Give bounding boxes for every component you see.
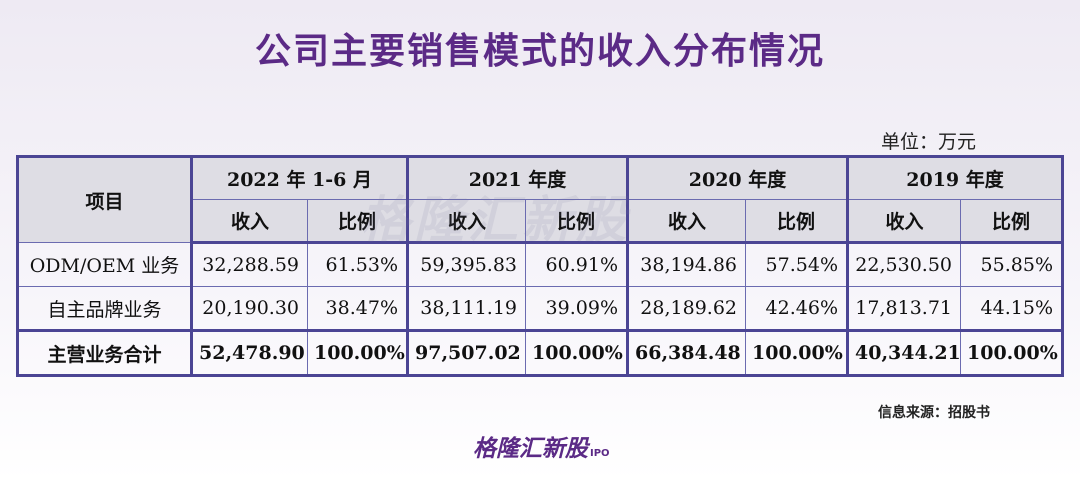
ratio-cell: 100.00%	[525, 329, 628, 376]
ratio-cell: 38.47%	[307, 286, 408, 331]
revenue-subheader: 收入	[626, 199, 746, 244]
period-header: 2019 年度	[846, 156, 1063, 200]
table-row: ODM/OEM 业务 32,288.59 61.53% 59,395.83 60…	[17, 242, 1063, 287]
revenue-cell: 40,344.21	[846, 329, 961, 376]
revenue-cell: 22,530.50	[846, 242, 961, 287]
table-total-row: 主营业务合计 52,478.90 100.00% 97,507.02 100.0…	[17, 329, 1063, 376]
ratio-cell: 100.00%	[307, 329, 408, 376]
revenue-cell: 32,288.59	[190, 242, 308, 287]
revenue-subheader: 收入	[190, 199, 308, 244]
revenue-cell: 97,507.02	[406, 329, 526, 376]
ratio-subheader: 比例	[960, 199, 1063, 244]
ratio-subheader: 比例	[525, 199, 628, 244]
ratio-cell: 57.54%	[745, 242, 848, 287]
revenue-cell: 38,194.86	[626, 242, 746, 287]
source-note: 信息来源：招股书	[878, 405, 990, 421]
page-title: 公司主要销售模式的收入分布情况	[254, 31, 825, 72]
ratio-cell: 100.00%	[745, 329, 848, 376]
item-header: 项目	[17, 156, 192, 243]
logo-text: 格隆汇新股	[473, 436, 588, 462]
period-header: 2021 年度	[406, 156, 628, 200]
revenue-cell: 20,190.30	[190, 286, 308, 331]
ratio-cell: 61.53%	[307, 242, 408, 287]
revenue-cell: 17,813.71	[846, 286, 961, 331]
revenue-cell: 59,395.83	[406, 242, 526, 287]
revenue-table: 项目 2022 年 1-6 月 2021 年度 2020 年度 2019 年度 …	[16, 155, 1064, 377]
revenue-cell: 28,189.62	[626, 286, 746, 331]
period-header: 2022 年 1-6 月	[190, 156, 408, 200]
ratio-cell: 42.46%	[745, 286, 848, 331]
ratio-cell: 60.91%	[525, 242, 628, 287]
ratio-cell: 55.85%	[960, 242, 1063, 287]
revenue-subheader: 收入	[846, 199, 961, 244]
revenue-cell: 38,111.19	[406, 286, 526, 331]
revenue-cell: 66,384.48	[626, 329, 746, 376]
revenue-cell: 52,478.90	[190, 329, 308, 376]
period-header: 2020 年度	[626, 156, 848, 200]
revenue-subheader: 收入	[406, 199, 526, 244]
row-label: 主营业务合计	[17, 329, 192, 376]
ratio-cell: 39.09%	[525, 286, 628, 331]
unit-label: 单位：万元	[880, 131, 976, 153]
logo-suffix: IPO	[590, 448, 610, 459]
ratio-cell: 44.15%	[960, 286, 1063, 331]
row-label: ODM/OEM 业务	[17, 242, 192, 287]
ratio-subheader: 比例	[745, 199, 848, 244]
ratio-subheader: 比例	[307, 199, 408, 244]
brand-logo: 格隆汇新股 IPO	[473, 429, 610, 463]
ratio-cell: 100.00%	[960, 329, 1063, 376]
row-label: 自主品牌业务	[17, 286, 192, 331]
table-row: 自主品牌业务 20,190.30 38.47% 38,111.19 39.09%…	[17, 286, 1063, 331]
